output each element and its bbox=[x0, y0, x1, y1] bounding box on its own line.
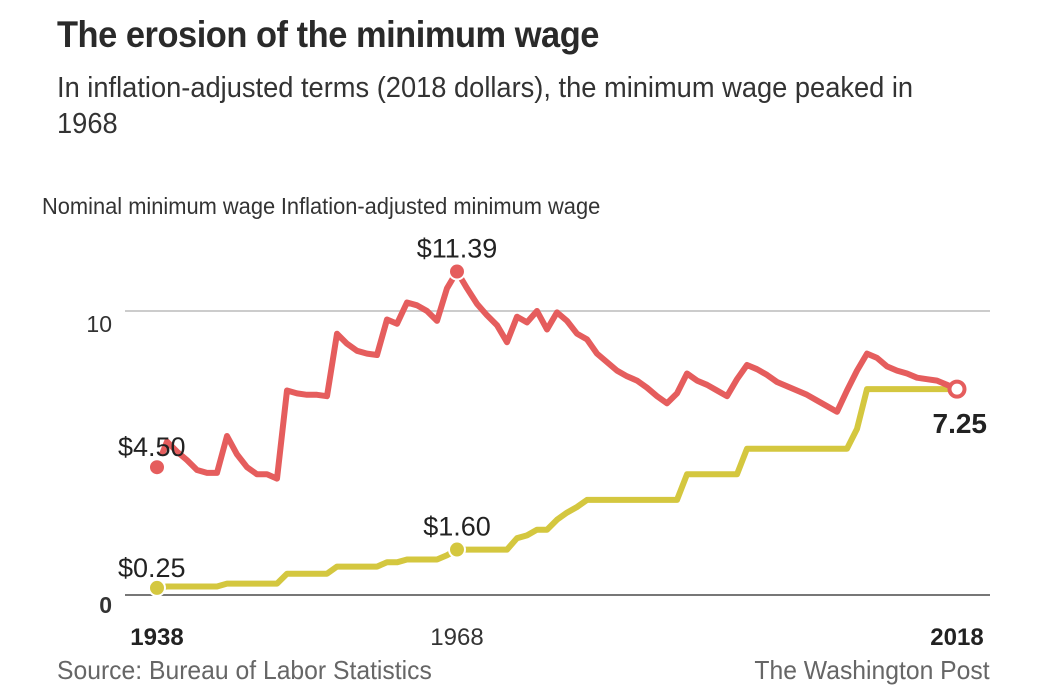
chart-subtitle: In inflation-adjusted terms (2018 dollar… bbox=[57, 72, 914, 140]
data-point-marker bbox=[148, 458, 166, 477]
legend: Nominal minimum wage Inflation-adjusted m… bbox=[42, 193, 606, 220]
series-lines bbox=[159, 268, 960, 591]
x-tick-label: 2018 bbox=[930, 624, 983, 651]
legend-item-nominal: Nominal minimum wage bbox=[42, 193, 276, 219]
data-point-marker bbox=[448, 540, 466, 559]
data-label: $11.39 bbox=[417, 234, 498, 264]
data-point-marker bbox=[148, 578, 166, 597]
series-markers bbox=[148, 262, 967, 597]
series-line-inflation-adjusted bbox=[159, 268, 960, 482]
x-tick-label: 1938 bbox=[130, 624, 183, 651]
source-note: Source: Bureau of Labor Statistics bbox=[57, 655, 432, 685]
data-label: $0.25 bbox=[118, 553, 186, 583]
chart-title: The erosion of the minimum wage bbox=[57, 14, 599, 55]
x-axis-ticks: 1938 1968 2018 bbox=[130, 624, 983, 651]
y-tick-label: 0 bbox=[99, 592, 112, 618]
gridlines bbox=[125, 310, 990, 596]
x-tick-label: 1968 bbox=[430, 624, 483, 651]
legend-item-inflation-adjusted: Inflation-adjusted minimum wage bbox=[280, 193, 601, 219]
y-tick-label: 10 bbox=[86, 311, 112, 337]
data-point-marker bbox=[947, 379, 967, 399]
data-label: $4.50 bbox=[118, 432, 186, 462]
data-label: 7.25 bbox=[933, 408, 988, 439]
data-labels: $0.25 $1.60 $4.50 $11.39 7.25 bbox=[118, 234, 987, 583]
publisher-credit: The Washington Post bbox=[754, 655, 990, 685]
data-label: $1.60 bbox=[423, 512, 491, 542]
series-line-nominal bbox=[159, 386, 960, 591]
data-point-marker bbox=[448, 262, 466, 281]
y-axis-ticks: 0 10 bbox=[86, 311, 112, 618]
